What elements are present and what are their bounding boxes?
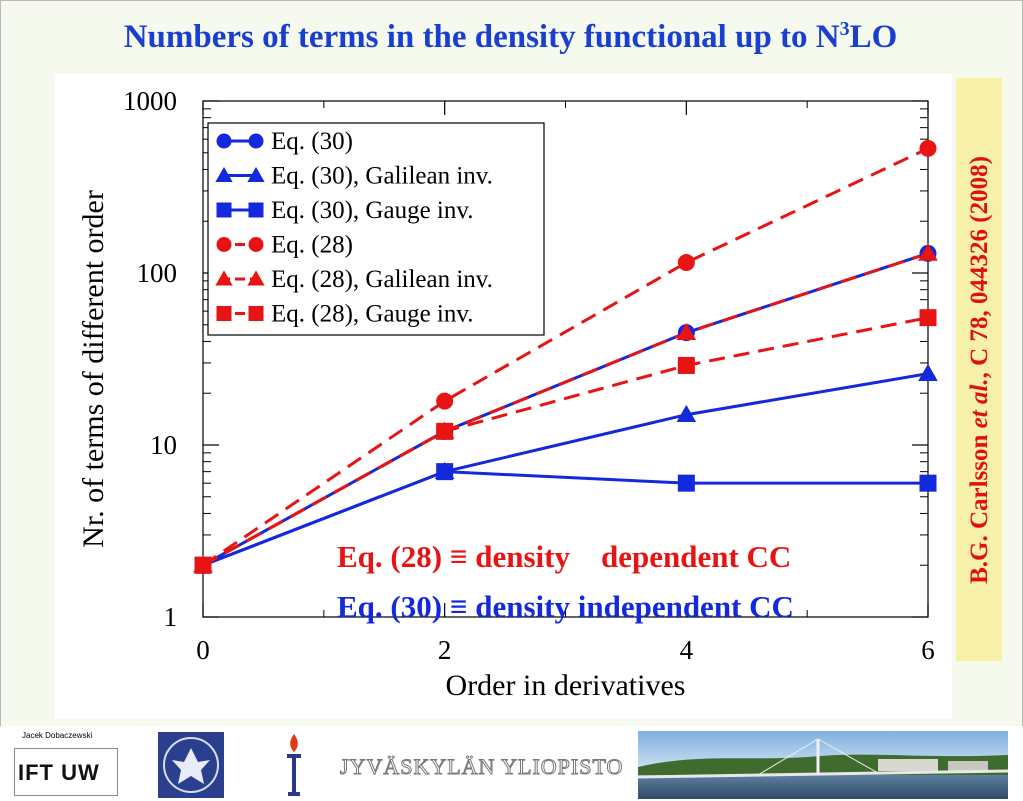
series-5-point <box>919 309 937 327</box>
citation-ref: , C 78, 044326 (2008) <box>966 156 993 379</box>
title-superscript: 3 <box>839 18 850 40</box>
legend-marker-0 <box>248 133 264 149</box>
series-3-point <box>919 139 937 157</box>
annotation-eq28: Eq. (28) ≡ density dependent CC <box>337 539 791 574</box>
series-line-2 <box>202 470 928 567</box>
legend-label-3: Eq. (28) <box>271 232 353 259</box>
series-line-5 <box>202 316 929 567</box>
series-2-point <box>919 474 937 492</box>
legend-marker-1 <box>215 166 233 182</box>
legend-label-1: Eq. (30), Galilean inv. <box>271 163 493 190</box>
title-text: Numbers of terms in the density function… <box>123 19 840 55</box>
legend-marker-5 <box>216 306 232 321</box>
annotation-eq30: Eq. (30) ≡ density independent CC <box>337 589 794 624</box>
ift-uw-logo <box>14 748 118 796</box>
y-tick-label: 10 <box>150 430 177 460</box>
citation-text: B.G. Carlsson et al., C 78, 044326 (2008… <box>966 156 994 584</box>
chart-svg: 1 10 100 1000 0 2 4 6 Order in derivatives Nr. of… <box>77 86 938 702</box>
series-1-point <box>676 404 697 423</box>
series-4-point <box>918 243 938 261</box>
x-tick-label: 4 <box>680 635 694 665</box>
series-1-point <box>918 363 938 381</box>
legend-marker-1 <box>247 166 265 182</box>
legend-label-4: Eq. (28), Galilean inv. <box>271 266 493 293</box>
series-line-3 <box>202 147 929 567</box>
plot-area: 1 10 100 1000 0 2 4 6 Order in derivatives Nr. of… <box>55 74 952 719</box>
citation-authors: B.G. Carlsson <box>966 428 993 584</box>
ift-uw-logo-text: IFT UW <box>18 760 100 785</box>
x-tick-label: 0 <box>196 635 210 665</box>
x-tick-label: 6 <box>921 635 935 665</box>
legend-box <box>207 122 545 336</box>
series-3-point <box>436 392 454 410</box>
legend-marker-4 <box>215 270 233 286</box>
legend-marker-3 <box>248 237 264 252</box>
series-2-point <box>677 474 695 492</box>
legend-marker-0 <box>216 133 232 149</box>
university-warsaw-seal-icon <box>158 732 224 798</box>
x-axis-label: Order in derivatives <box>446 669 686 702</box>
legend-label-2: Eq. (30), Gauge inv. <box>271 197 474 224</box>
legend-label-0: Eq. (30) <box>271 128 353 155</box>
series-3-point <box>677 254 695 272</box>
university-name: JYVÄSKYLÄN YLIOPISTO <box>339 754 624 780</box>
series-5-point <box>677 356 695 374</box>
citation-box <box>956 78 1002 661</box>
legend-marker-4 <box>247 270 265 286</box>
citation-etal: et al. <box>966 378 993 429</box>
campus-photo <box>638 731 1008 799</box>
series-5-point <box>436 422 454 440</box>
legend-marker-5 <box>248 306 264 321</box>
legend-marker-3 <box>216 237 232 252</box>
legend-marker-2 <box>248 202 264 218</box>
y-tick-label: 100 <box>137 258 178 288</box>
title-tail: LO <box>849 19 898 55</box>
x-tick-label: 2 <box>438 635 452 665</box>
series-5-point <box>194 556 212 574</box>
series-2-point <box>436 463 454 481</box>
slide-title: Numbers of terms in the density function… <box>0 18 1021 56</box>
y-axis-label: Nr. of terms of different order <box>77 190 110 548</box>
y-tick-label: 1 <box>164 602 178 632</box>
series-line-1 <box>202 372 929 567</box>
legend-marker-2 <box>216 202 232 218</box>
author-name: Jacek Dobaczewski <box>22 731 93 740</box>
legend-label-5: Eq. (28), Gauge inv. <box>271 301 474 328</box>
jyvaskyla-torch-icon <box>287 734 301 796</box>
series-4-point <box>676 322 697 340</box>
y-tick-label: 1000 <box>123 86 177 116</box>
